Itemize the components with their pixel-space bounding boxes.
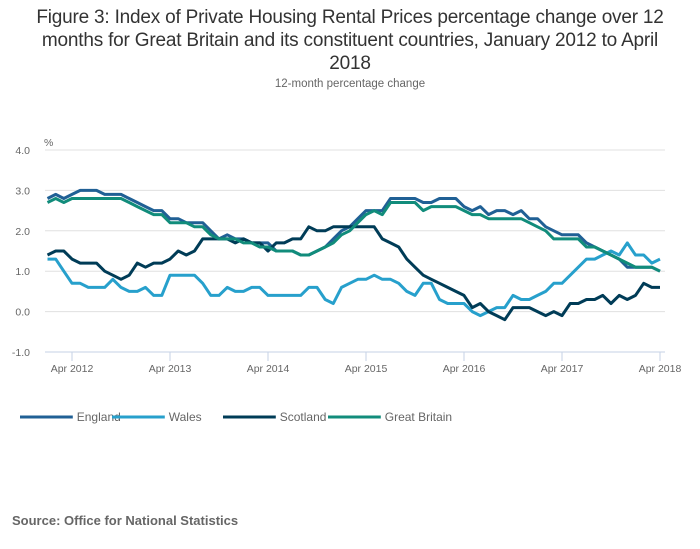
legend-label: England xyxy=(77,410,121,424)
gridlines xyxy=(45,149,665,313)
y-tick-label: -1.0 xyxy=(12,347,30,359)
y-tick-label: 3.0 xyxy=(15,185,30,197)
source-note: Source: Office for National Statistics xyxy=(12,513,239,528)
x-tick-label: Apr 2015 xyxy=(345,363,388,375)
legend-item-wales[interactable]: Wales xyxy=(112,410,202,424)
y-axis-unit-label: % xyxy=(44,137,53,149)
legend-item-scotland[interactable]: Scotland xyxy=(223,410,326,424)
legend-label: Scotland xyxy=(280,410,327,424)
x-axis: Apr 2012 Apr 2013 Apr 2014 Apr 2015 Apr 2016… xyxy=(45,351,682,375)
y-tick-label: 2.0 xyxy=(15,226,30,238)
series-line-england[interactable] xyxy=(46,188,661,273)
x-tick-label: Apr 2012 xyxy=(51,363,94,375)
series-line-great-britain[interactable] xyxy=(46,197,661,273)
series-line-wales[interactable] xyxy=(47,241,661,318)
x-tick-label: Apr 2018 xyxy=(639,363,682,375)
legend-label: Great Britain xyxy=(385,410,452,424)
chart-subtitle: 12-month percentage change xyxy=(274,78,426,90)
x-tick-label: Apr 2017 xyxy=(541,363,584,375)
series-lines xyxy=(46,188,661,322)
legend-item-england[interactable]: England xyxy=(20,410,121,424)
x-tick-label: Apr 2014 xyxy=(247,363,290,375)
y-tick-label: 4.0 xyxy=(15,145,30,157)
x-tick-label: Apr 2016 xyxy=(443,363,486,375)
legend-item-great-britain[interactable]: Great Britain xyxy=(328,410,452,424)
legend: England Wales Scotland Great Britain xyxy=(20,410,452,424)
x-tick-label: Apr 2013 xyxy=(149,363,192,375)
y-tick-label: 0.0 xyxy=(15,307,30,319)
legend-label: Wales xyxy=(169,410,202,424)
y-tick-label: 1.0 xyxy=(15,266,30,278)
y-axis: -1.0 0.0 1.0 2.0 3.0 4.0 xyxy=(12,145,30,359)
series-line-scotland[interactable] xyxy=(46,225,661,322)
chart-title: Figure 3: Index of Private Housing Renta… xyxy=(36,7,664,74)
